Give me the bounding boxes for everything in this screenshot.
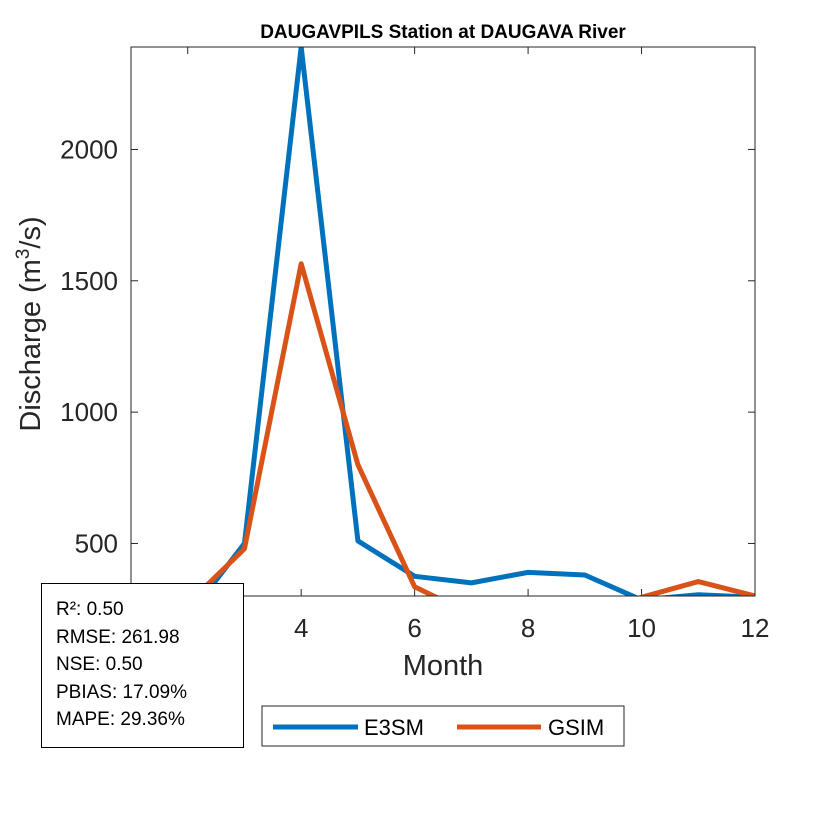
y-axis-label: Discharge (m3/s) [13, 216, 47, 431]
stat-nse: NSE: 0.50 [56, 654, 143, 675]
y-tick-label-500: 500 [75, 528, 118, 558]
stat-mape: MAPE: 29.36% [56, 709, 185, 730]
x-tick-label-12: 12 [741, 613, 770, 643]
stats-box: R²: 0.50 RMSE: 261.98 NSE: 0.50 PBIAS: 1… [41, 583, 244, 748]
y-tick-label-1000: 1000 [60, 397, 118, 427]
y-axis-label-tail: /s) [15, 216, 47, 248]
x-tick-label-4: 4 [294, 613, 308, 643]
legend: E3SM GSIM [261, 705, 625, 747]
y-tick-label-2000: 2000 [60, 134, 118, 164]
series-layer [192, 47, 755, 596]
x-tick-label-6: 6 [407, 613, 421, 643]
stat-pbias: PBIAS: 17.09% [56, 681, 187, 703]
series-line-e3sm [200, 47, 755, 596]
stat-rmse: RMSE: 261.98 [56, 626, 180, 648]
x-tick-label-10: 10 [627, 613, 656, 643]
y-axis-label-sup: 3 [13, 249, 34, 260]
y-axis-label-main: Discharge (m [15, 259, 47, 431]
legend-label-gsim: GSIM [548, 715, 604, 740]
plot-frame [130, 46, 756, 597]
x-axis-label: Month [403, 650, 484, 682]
x-tick-label-8: 8 [521, 613, 535, 643]
y-tick-label-1500: 1500 [60, 266, 118, 296]
chart-title: DAUGAVPILS Station at DAUGAVA River [260, 22, 626, 43]
y-axis: 500 1000 1500 2000 [60, 134, 755, 558]
legend-label-e3sm: E3SM [364, 715, 424, 740]
stat-r2: R²: 0.50 [56, 599, 124, 620]
series-line-gsim [192, 261, 755, 596]
